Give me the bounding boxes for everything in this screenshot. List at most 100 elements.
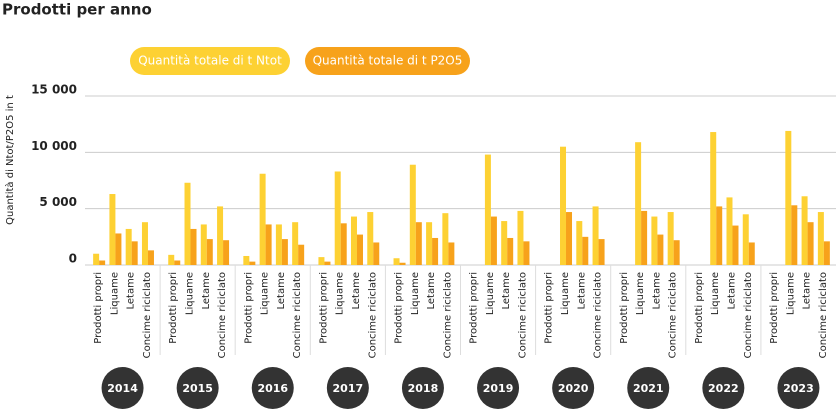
- category-label: Concime riciclato: [142, 272, 153, 358]
- category-label: Concime riciclato: [292, 272, 303, 358]
- bar: [259, 173, 266, 265]
- category-label: Concime riciclato: [593, 272, 604, 358]
- category-label: Liquame: [560, 272, 571, 315]
- category-label: Liquame: [485, 272, 496, 315]
- bar: [785, 130, 792, 265]
- bar: [318, 257, 325, 265]
- legend-label: Quantità totale di t Ntot: [138, 54, 282, 68]
- y-tick-label: 10 000: [31, 139, 77, 153]
- category-label: Prodotti propri: [318, 272, 329, 344]
- category-label: Prodotti propri: [168, 272, 179, 344]
- chart-title: Prodotti per anno: [2, 1, 152, 19]
- bar: [716, 206, 723, 265]
- bar: [748, 242, 755, 265]
- year-label: 2016: [257, 382, 288, 395]
- bar: [426, 222, 433, 265]
- bar: [200, 224, 207, 265]
- year-badge: [777, 367, 820, 409]
- category-label: Liquame: [185, 272, 196, 315]
- bar: [598, 239, 605, 265]
- year-badge: [326, 367, 369, 409]
- bar: [168, 254, 175, 265]
- category-label: Liquame: [335, 272, 346, 315]
- bar: [442, 213, 449, 265]
- bar: [373, 242, 380, 265]
- y-tick-label: 0: [69, 252, 77, 266]
- bar: [501, 221, 508, 265]
- bar: [635, 142, 642, 265]
- year-label: 2021: [633, 382, 664, 395]
- category-label: Liquame: [260, 272, 271, 315]
- bar: [517, 210, 524, 265]
- category-label: Letame: [726, 272, 737, 310]
- bar: [115, 233, 122, 265]
- category-label: Concime riciclato: [442, 272, 453, 358]
- bar: [367, 212, 374, 265]
- year-badge: [101, 367, 144, 409]
- bar: [340, 223, 347, 265]
- bar: [125, 228, 132, 265]
- bar: [673, 240, 680, 265]
- category-label: Prodotti propri: [694, 272, 705, 344]
- category-label: Concime riciclato: [517, 272, 528, 358]
- year-badge: [251, 367, 294, 409]
- category-label: Letame: [351, 272, 362, 310]
- year-label: 2014: [107, 382, 138, 395]
- bar: [184, 182, 191, 265]
- category-label: Letame: [501, 272, 512, 310]
- bar: [292, 222, 299, 265]
- year-badge: [627, 367, 670, 409]
- bar: [651, 216, 658, 265]
- bar: [507, 237, 514, 265]
- bar: [281, 239, 288, 265]
- legend-label: Quantità totale di t P2O5: [313, 54, 463, 68]
- bar: [490, 216, 497, 265]
- year-badge: [401, 367, 444, 409]
- bar: [415, 222, 422, 265]
- category-label: Prodotti propri: [469, 272, 480, 344]
- bar: [726, 197, 733, 265]
- year-label: 2023: [783, 382, 814, 395]
- bar: [592, 206, 599, 265]
- bar: [147, 250, 154, 265]
- bar: [298, 244, 305, 265]
- bar: [560, 146, 567, 265]
- bar: [99, 260, 106, 265]
- bar: [217, 206, 224, 265]
- category-label: Liquame: [635, 272, 646, 315]
- bar: [807, 222, 814, 265]
- year-label: 2022: [708, 382, 739, 395]
- category-label: Concime riciclato: [367, 272, 378, 358]
- category-label: Concime riciclato: [818, 272, 829, 358]
- bar: [801, 196, 808, 265]
- bar: [141, 222, 148, 265]
- category-label: Prodotti propri: [394, 272, 405, 344]
- bar: [131, 241, 138, 265]
- year-badge: [176, 367, 219, 409]
- category-label: Liquame: [785, 272, 796, 315]
- y-tick-label: 15 000: [31, 83, 77, 97]
- category-label: Prodotti propri: [93, 272, 104, 344]
- bar: [356, 234, 363, 265]
- bar: [432, 237, 439, 265]
- bar: [409, 164, 416, 265]
- year-badge: [477, 367, 520, 409]
- bar: [641, 210, 648, 265]
- bar: [190, 228, 197, 265]
- category-label: Prodotti propri: [619, 272, 630, 344]
- bar: [576, 221, 583, 265]
- bar: [791, 205, 798, 265]
- bar: [93, 253, 100, 265]
- legend-pill: [130, 47, 290, 75]
- bar: [667, 212, 674, 265]
- bar: [324, 261, 331, 265]
- y-axis-title: Quantità di Ntot/P2O5 in t: [4, 95, 16, 225]
- bar: [174, 260, 181, 265]
- category-label: Letame: [651, 272, 662, 310]
- bar: [109, 194, 116, 265]
- year-badge: [552, 367, 595, 409]
- bar: [657, 234, 664, 265]
- category-label: Letame: [201, 272, 212, 310]
- bar: [823, 241, 830, 265]
